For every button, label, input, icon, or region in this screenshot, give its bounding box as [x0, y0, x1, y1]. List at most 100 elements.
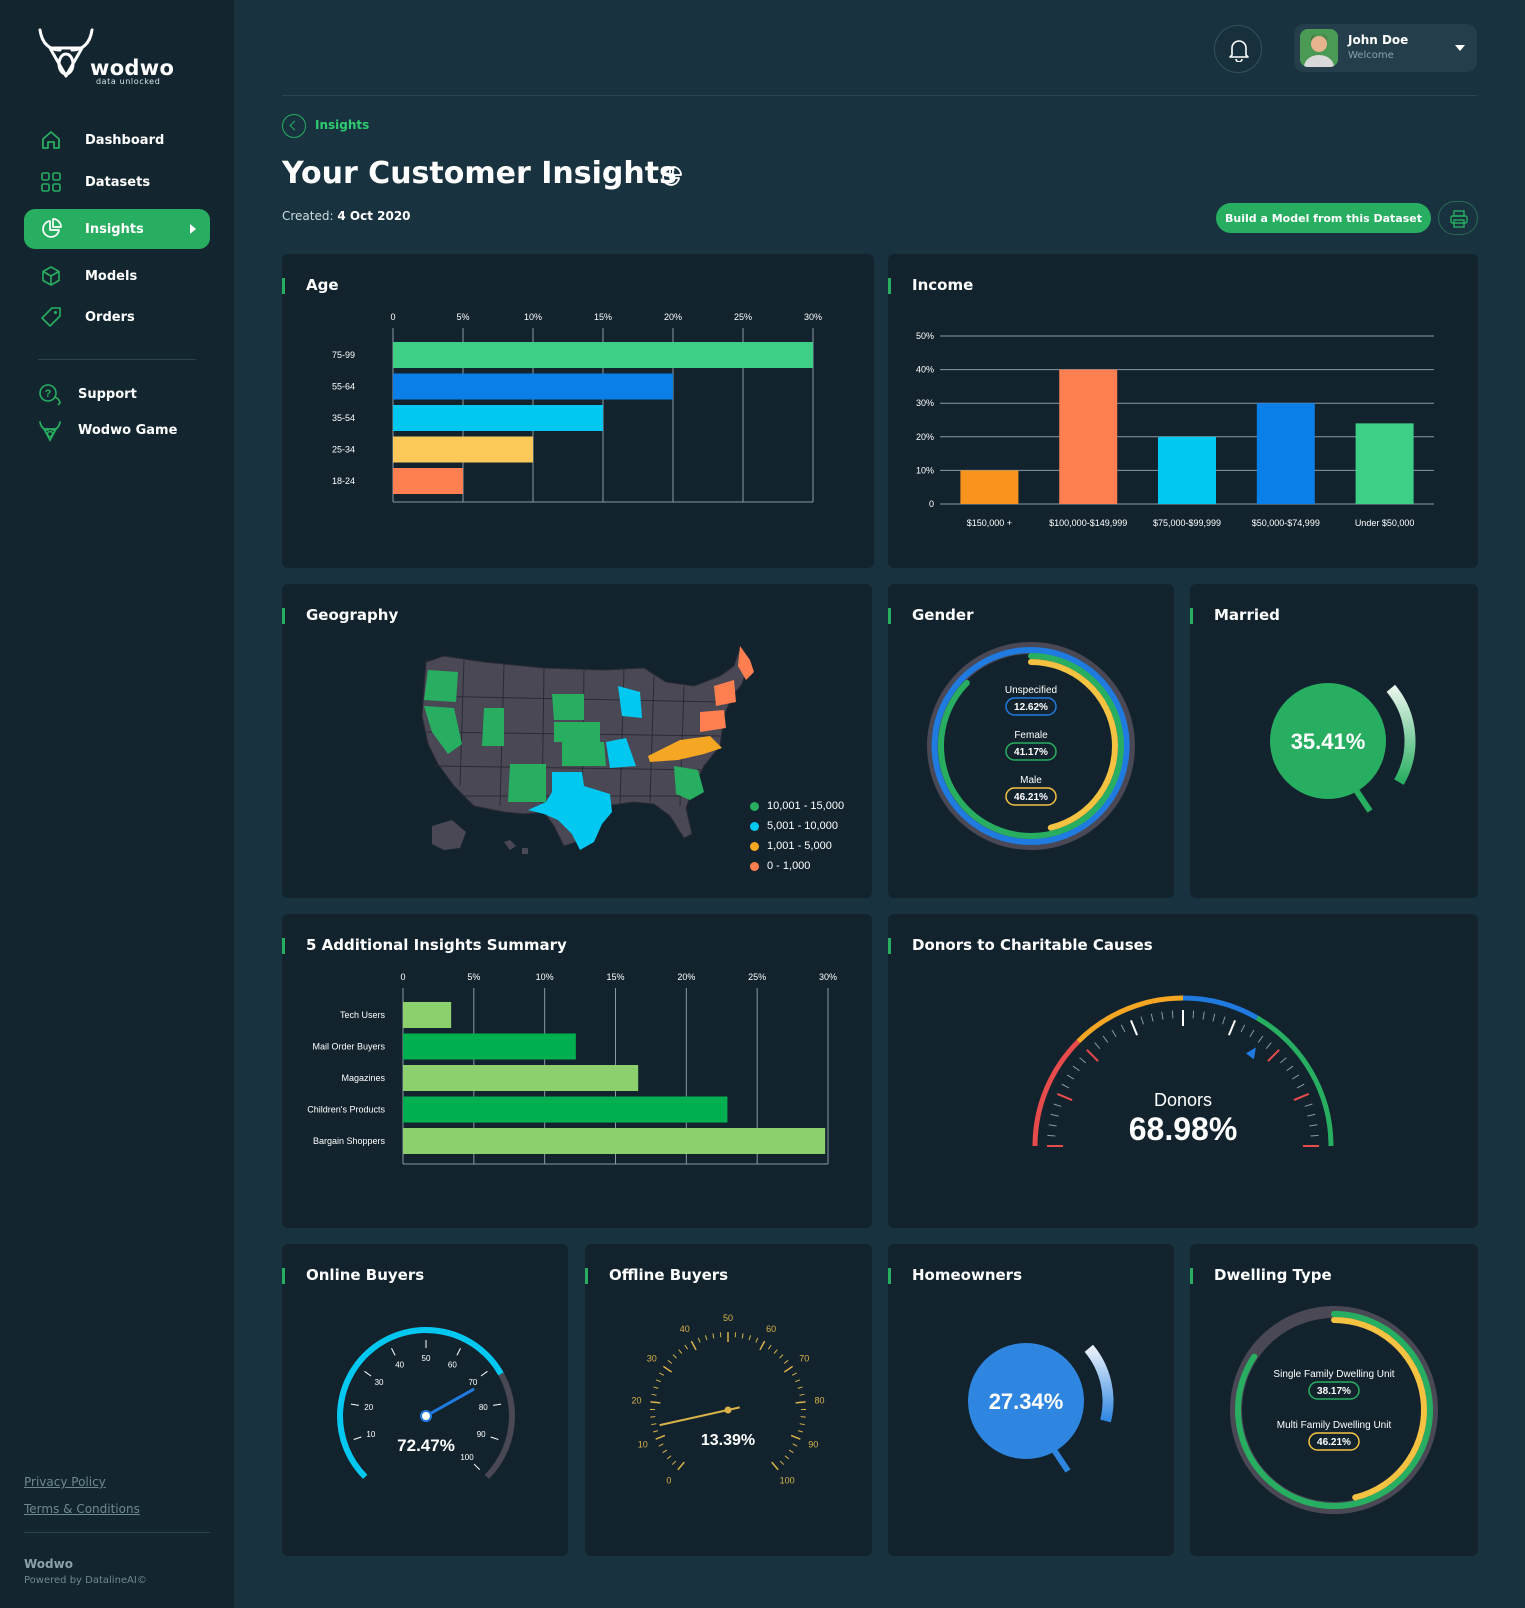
gauge-band — [1032, 1039, 1081, 1147]
sidebar-item-datasets[interactable]: Datasets — [24, 162, 210, 202]
homeowners-bubble-chart: 27.34% — [968, 1343, 1114, 1473]
brand-tagline: data unlocked — [96, 77, 161, 86]
bar — [1059, 369, 1118, 504]
alaska — [432, 820, 466, 850]
sidebar-item-wodwo-game[interactable]: Wodwo Game — [36, 416, 216, 446]
gauge-tick — [456, 1348, 461, 1356]
ring-segment — [931, 647, 1130, 845]
gauge-tick — [704, 1335, 708, 1341]
build-model-button[interactable]: Build a Model from this Dataset — [1216, 203, 1431, 233]
gauge-tick-label: 100 — [780, 1475, 795, 1485]
sidebar-item-support[interactable]: ? Support — [36, 380, 216, 410]
gauge-tick — [1111, 1029, 1117, 1038]
legend-item: 5,001 - 10,000 — [750, 816, 844, 836]
segment-pill — [1005, 787, 1057, 806]
gauge-tick — [795, 1379, 801, 1383]
sidebar-item-dashboard[interactable]: Dashboard — [24, 120, 210, 160]
avatar — [1300, 29, 1338, 67]
gauge-tick — [658, 1443, 664, 1447]
gauge-tick — [1192, 1010, 1195, 1019]
gauge-tick — [659, 1372, 665, 1376]
segment-value: 46.21% — [1014, 792, 1048, 803]
state-blue — [606, 738, 636, 768]
notifications-button[interactable] — [1214, 25, 1262, 73]
wodwo-logo[interactable]: wodwo data unlocked — [36, 26, 186, 90]
back-button[interactable] — [282, 114, 306, 138]
sidebar-item-orders[interactable]: Orders — [24, 297, 210, 337]
gauge-tick — [667, 1359, 673, 1364]
segment-pill — [1005, 742, 1057, 761]
gauge-value: 13.39% — [701, 1432, 755, 1449]
segment-label: Unspecified — [1005, 685, 1057, 696]
sidebar-item-label: Dashboard — [85, 132, 165, 148]
x-tick-label: 5% — [467, 972, 480, 982]
card-title: Age — [306, 276, 339, 294]
gauge-tick — [1050, 1113, 1059, 1117]
segment-value: 12.62% — [1014, 702, 1048, 713]
gauge-tick — [1291, 1074, 1300, 1080]
user-name: John Doe — [1348, 33, 1409, 47]
x-tick-label: 30% — [804, 312, 822, 322]
bell-icon — [1229, 40, 1249, 62]
gauge-tick-label: 60 — [448, 1360, 457, 1369]
state-green — [482, 708, 504, 746]
card-accent — [888, 938, 891, 954]
gauge-needle — [424, 1388, 475, 1418]
privacy-policy-link[interactable]: Privacy Policy — [24, 1475, 106, 1489]
online-buyers-card: Online Buyers 10 20 30 40 50 60 70 80 90 100 72.47… — [282, 1244, 568, 1556]
card-accent — [1190, 608, 1193, 624]
x-tick-label: $100,000-$149,999 — [1049, 518, 1127, 528]
user-menu[interactable]: John Doe Welcome — [1294, 24, 1477, 72]
x-tick-label: 0 — [400, 972, 405, 982]
value-bubble — [968, 1343, 1084, 1459]
gender-ring-chart: Unspecified 12.62% Female 41.17% Male 46.21% — [927, 642, 1135, 850]
sidebar-item-insights[interactable]: Insights — [24, 209, 210, 249]
bull-head-icon — [39, 421, 61, 442]
x-tick-label: 20% — [664, 312, 682, 322]
pie-chart-icon — [42, 218, 62, 238]
gauge-tick — [391, 1348, 396, 1356]
card-accent — [282, 1268, 285, 1284]
gauge-tick — [779, 1460, 785, 1465]
card-title: Gender — [912, 606, 974, 624]
gauge-tick — [1212, 1013, 1216, 1022]
gauge-tick — [1265, 1042, 1272, 1049]
terms-link[interactable]: Terms & Conditions — [24, 1502, 140, 1516]
user-photo-icon — [1300, 29, 1338, 67]
gauge-tick — [1066, 1074, 1075, 1080]
gauge-tick — [684, 1344, 689, 1350]
state-green — [562, 742, 606, 766]
segment-label: Single Family Dwelling Unit — [1273, 1369, 1394, 1380]
print-button[interactable] — [1438, 201, 1478, 235]
gauge-tick — [748, 1335, 752, 1341]
y-tick-label: 30% — [916, 398, 934, 408]
y-tick-label: 0 — [929, 499, 934, 509]
gauge-tick — [1053, 1103, 1062, 1107]
gauge-tick-label: 40 — [395, 1360, 404, 1369]
bar — [393, 405, 603, 431]
gauge-tick — [755, 1337, 759, 1343]
legend-label: 10,001 - 15,000 — [767, 800, 845, 812]
sidebar-item-label: Wodwo Game — [78, 423, 178, 438]
gauge-tick — [1094, 1042, 1101, 1049]
sidebar-item-models[interactable]: Models — [24, 256, 210, 296]
gauge-tick — [490, 1436, 499, 1440]
bar — [393, 373, 673, 400]
card-title: Homeowners — [912, 1266, 1023, 1284]
x-tick-label: $75,000-$99,999 — [1153, 518, 1221, 528]
age-card: Age 0 5% 10% 15% 20% 25% 30% 75-99 55-64 35-54 25-… — [282, 254, 874, 568]
help-chat-icon: ? — [39, 384, 61, 406]
hawaii — [504, 840, 528, 854]
segment-value: 41.17% — [1014, 747, 1048, 758]
gauge-tick — [1120, 1024, 1126, 1033]
gauge-tick — [771, 1461, 779, 1471]
gauge-tick — [792, 1443, 798, 1447]
state-coral — [738, 646, 754, 680]
bar — [1256, 403, 1315, 504]
married-bubble-chart: 35.41% — [1270, 683, 1416, 813]
card-accent — [282, 278, 285, 294]
breadcrumb[interactable]: Insights — [315, 118, 370, 132]
income-card: Income 0 10% 20% 30% 40% 50% $150,000 + $100,00… — [888, 254, 1478, 568]
card-accent — [888, 1268, 891, 1284]
x-tick-label: 5% — [456, 312, 469, 322]
